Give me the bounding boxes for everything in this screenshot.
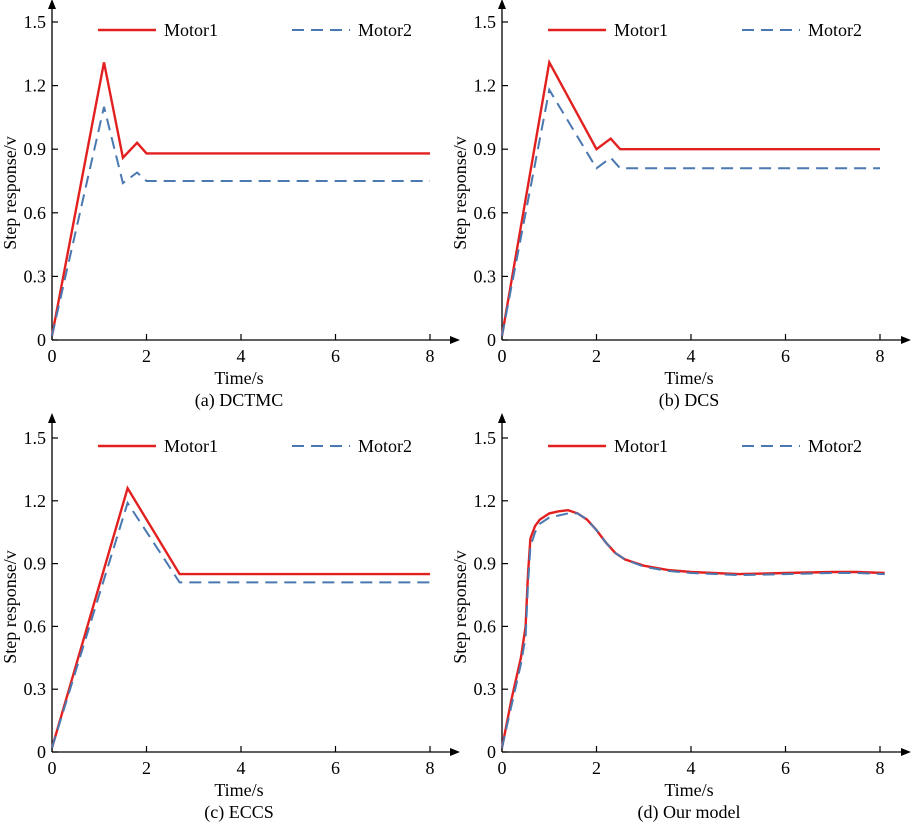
y-axis-label: Step response/v — [0, 550, 20, 663]
series-line-motor2 — [51, 500, 430, 749]
y-tick-label: 0.6 — [24, 203, 47, 223]
legend-label-motor1: Motor1 — [614, 20, 668, 40]
panel-caption: (d) Our model — [638, 802, 741, 823]
legend-label-motor2: Motor2 — [808, 20, 862, 40]
x-axis-label: Time/s — [214, 368, 263, 388]
y-tick-label: 0.9 — [474, 139, 497, 159]
series-line-motor2 — [501, 87, 880, 336]
legend-label-motor1: Motor1 — [164, 436, 218, 456]
legend-label-motor1: Motor1 — [164, 20, 218, 40]
y-tick-label: 1.2 — [24, 491, 47, 511]
y-tick-label: 0.6 — [474, 616, 497, 636]
x-tick-label: 2 — [142, 346, 151, 366]
x-tick-label: 0 — [498, 346, 507, 366]
series-line-motor1 — [50, 62, 430, 337]
x-tick-label: 8 — [426, 758, 435, 778]
legend-label-motor1: Motor1 — [614, 436, 668, 456]
y-tick-label: 0.9 — [24, 554, 47, 574]
y-axis-label: Step response/v — [450, 550, 470, 663]
x-tick-label: 6 — [781, 758, 790, 778]
y-tick-label: 0.3 — [474, 679, 497, 699]
y-tick-label: 0.3 — [24, 679, 47, 699]
y-tick-label: 0.6 — [24, 616, 47, 636]
y-tick-label: 1.2 — [474, 491, 497, 511]
series-line-motor2 — [501, 512, 885, 749]
x-tick-label: 2 — [142, 758, 151, 778]
x-tick-label: 4 — [237, 758, 246, 778]
x-tick-label: 6 — [781, 346, 790, 366]
panel-caption: (b) DCS — [659, 390, 720, 411]
y-tick-label: 1.5 — [474, 12, 497, 32]
series-line-motor1 — [50, 485, 430, 749]
x-axis-label: Time/s — [214, 780, 263, 800]
y-tick-label: 0.3 — [474, 266, 497, 286]
y-tick-label: 1.5 — [474, 428, 497, 448]
legend-label-motor2: Motor2 — [358, 436, 412, 456]
chart-panel-1: 0 2 4 6 8 0 0.3 0.6 0.9 1.2 1.5 Time/s Step response… — [0, 0, 460, 411]
y-tick-label: 1.5 — [24, 428, 47, 448]
x-tick-label: 0 — [48, 758, 57, 778]
legend-label-motor2: Motor2 — [358, 20, 412, 40]
y-tick-label: 0 — [37, 742, 46, 762]
x-tick-label: 8 — [426, 346, 435, 366]
panel-caption: (c) ECCS — [204, 802, 274, 823]
y-tick-label: 1.5 — [24, 12, 47, 32]
y-tick-label: 0.9 — [24, 139, 47, 159]
x-tick-label: 4 — [687, 758, 696, 778]
panel-caption: (a) DCTMC — [195, 390, 284, 411]
y-tick-label: 1.2 — [474, 76, 497, 96]
y-tick-label: 0 — [37, 330, 46, 350]
x-tick-label: 0 — [48, 346, 57, 366]
chart-panel-3: 0 2 4 6 8 0 0.3 0.6 0.9 1.2 1.5 Time/s Step response… — [0, 413, 460, 823]
legend-label-motor2: Motor2 — [808, 436, 862, 456]
x-tick-label: 8 — [876, 346, 885, 366]
y-tick-label: 0.9 — [474, 554, 497, 574]
x-tick-label: 6 — [331, 346, 340, 366]
y-tick-label: 0.6 — [474, 203, 497, 223]
x-tick-label: 6 — [331, 758, 340, 778]
x-tick-label: 8 — [876, 758, 885, 778]
x-tick-label: 4 — [687, 346, 696, 366]
y-tick-label: 0.3 — [24, 266, 47, 286]
y-axis-label: Step response/v — [0, 136, 20, 249]
chart-panel-2: 0 2 4 6 8 0 0.3 0.6 0.9 1.2 1.5 Time/s Step response… — [450, 0, 911, 411]
series-line-motor1 — [500, 508, 885, 749]
x-tick-label: 4 — [237, 346, 246, 366]
y-tick-label: 0 — [487, 742, 496, 762]
y-tick-label: 1.2 — [24, 76, 47, 96]
x-axis-label: Time/s — [664, 368, 713, 388]
x-tick-label: 2 — [592, 346, 601, 366]
chart-panel-4: 0 2 4 6 8 0 0.3 0.6 0.9 1.2 1.5 Time/s Step response… — [450, 413, 911, 823]
x-tick-label: 2 — [592, 758, 601, 778]
y-tick-label: 0 — [487, 330, 496, 350]
series-line-motor2 — [51, 106, 430, 337]
series-line-motor1 — [500, 58, 880, 337]
x-axis-label: Time/s — [664, 780, 713, 800]
y-axis-label: Step response/v — [450, 136, 470, 249]
x-tick-label: 0 — [498, 758, 507, 778]
